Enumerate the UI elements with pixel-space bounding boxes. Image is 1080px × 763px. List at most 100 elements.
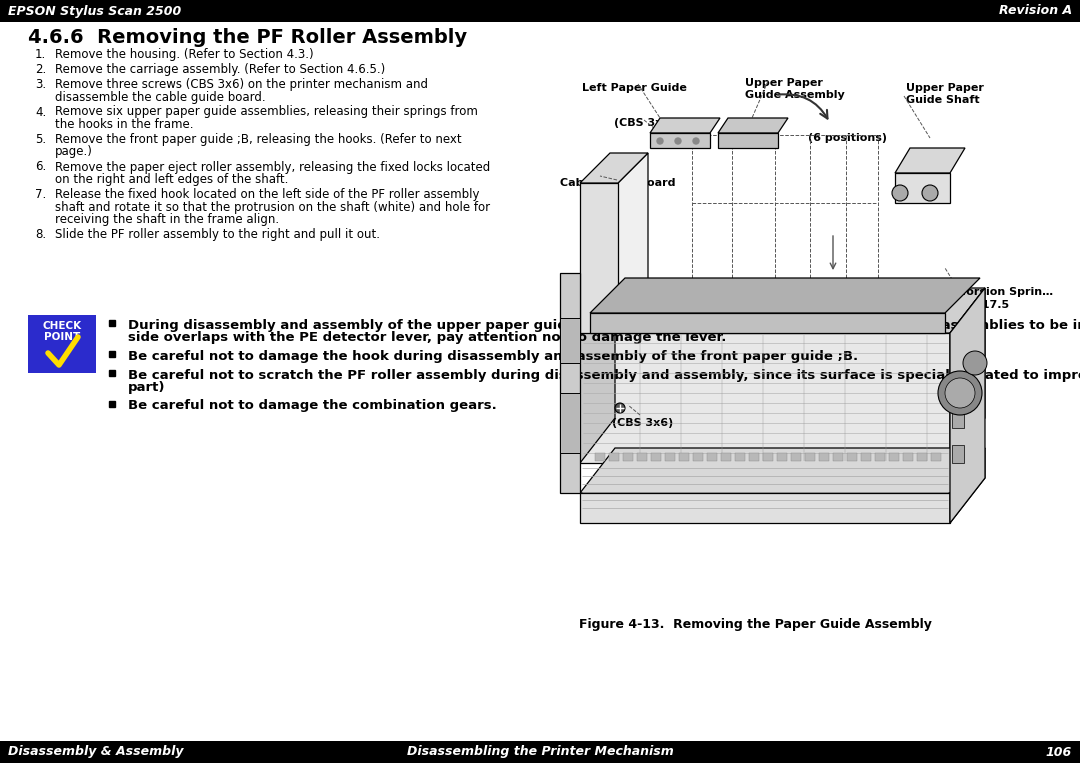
- Text: Remove six upper paper guide assemblies, releasing their springs from: Remove six upper paper guide assemblies,…: [55, 105, 477, 118]
- Bar: [0, 0, 1080, 22]
- Text: Disassembling the Printer Mechanism: Disassembling the Printer Mechanism: [407, 745, 673, 758]
- Polygon shape: [590, 313, 945, 333]
- Bar: [28, 315, 96, 373]
- Bar: [847, 453, 858, 461]
- Polygon shape: [580, 288, 615, 463]
- Polygon shape: [590, 278, 980, 313]
- Bar: [951, 375, 964, 393]
- Bar: [903, 453, 913, 461]
- Text: CHECK: CHECK: [42, 321, 82, 331]
- Text: 2.: 2.: [35, 63, 46, 76]
- Bar: [750, 453, 759, 461]
- Text: Torsion Sprin…: Torsion Sprin…: [960, 287, 1053, 297]
- Bar: [951, 410, 964, 428]
- Polygon shape: [950, 288, 985, 523]
- Text: EPSON Stylus Scan 2500: EPSON Stylus Scan 2500: [8, 5, 181, 18]
- Polygon shape: [580, 493, 950, 523]
- Text: Remove three screws (CBS 3x6) on the printer mechanism and: Remove three screws (CBS 3x6) on the pri…: [55, 78, 428, 91]
- Text: side overlaps with the PE detector lever, pay attention not to damage the lever.: side overlaps with the PE detector lever…: [129, 331, 727, 345]
- Text: Release the fixed hook located on the left side of the PF roller assembly: Release the fixed hook located on the le…: [55, 188, 480, 201]
- Bar: [889, 453, 899, 461]
- Bar: [777, 453, 787, 461]
- Text: Guide Assembly: Guide Assembly: [745, 90, 845, 100]
- Text: Cable Guide Board: Cable Guide Board: [561, 178, 675, 188]
- Polygon shape: [895, 173, 950, 203]
- Text: 8.: 8.: [35, 228, 46, 241]
- Text: Remove the carriage assembly. (Refer to Section 4.6.5.): Remove the carriage assembly. (Refer to …: [55, 63, 386, 76]
- Polygon shape: [950, 288, 985, 463]
- Bar: [762, 453, 773, 461]
- Bar: [595, 453, 605, 461]
- Bar: [805, 453, 815, 461]
- Text: During disassembly and assembly of the upper paper guide assemblies, since one o: During disassembly and assembly of the u…: [129, 319, 1080, 332]
- Polygon shape: [650, 133, 710, 148]
- Polygon shape: [580, 448, 985, 493]
- Bar: [833, 453, 843, 461]
- Circle shape: [963, 351, 987, 375]
- Text: (CBS 3x6): (CBS 3x6): [612, 418, 673, 428]
- Circle shape: [675, 138, 681, 144]
- Text: receiving the shaft in the frame align.: receiving the shaft in the frame align.: [55, 213, 279, 226]
- Text: Figure 4-13.  Removing the Paper Guide Assembly: Figure 4-13. Removing the Paper Guide As…: [579, 618, 931, 631]
- FancyArrowPatch shape: [778, 95, 827, 118]
- Text: 3.: 3.: [35, 78, 46, 91]
- Text: shaft and rotate it so that the protrusion on the shaft (white) and hole for: shaft and rotate it so that the protrusi…: [55, 201, 490, 214]
- Text: POINT: POINT: [44, 332, 80, 342]
- Polygon shape: [561, 273, 580, 493]
- Polygon shape: [895, 148, 966, 173]
- Polygon shape: [718, 133, 778, 148]
- Text: disassemble the cable guide board.: disassemble the cable guide board.: [55, 91, 266, 104]
- Text: Revision A: Revision A: [999, 5, 1072, 18]
- Circle shape: [922, 185, 939, 201]
- Polygon shape: [580, 153, 648, 183]
- Bar: [679, 453, 689, 461]
- Circle shape: [615, 403, 625, 413]
- Bar: [819, 453, 829, 461]
- Text: Remove the housing. (Refer to Section 4.3.): Remove the housing. (Refer to Section 4.…: [55, 48, 313, 61]
- Text: 4.: 4.: [35, 105, 46, 118]
- Text: Be careful not to scratch the PF roller assembly during disassembly and assembly: Be careful not to scratch the PF roller …: [129, 369, 1080, 382]
- Bar: [561, 393, 580, 453]
- Bar: [637, 453, 647, 461]
- Bar: [561, 318, 580, 363]
- Polygon shape: [650, 118, 720, 133]
- Text: Guide Shaft: Guide Shaft: [906, 95, 980, 105]
- Text: the hooks in the frame.: the hooks in the frame.: [55, 118, 193, 131]
- Bar: [651, 453, 661, 461]
- Polygon shape: [618, 153, 648, 333]
- Text: Upper Paper: Upper Paper: [745, 78, 823, 88]
- Bar: [791, 453, 801, 461]
- Bar: [0, 741, 1080, 763]
- Bar: [735, 453, 745, 461]
- Text: Be careful not to damage the hook during disassembly and assembly of the front p: Be careful not to damage the hook during…: [129, 350, 859, 363]
- Text: (6 positions): (6 positions): [808, 133, 887, 143]
- Bar: [951, 445, 964, 463]
- Bar: [861, 453, 870, 461]
- Circle shape: [892, 185, 908, 201]
- Bar: [721, 453, 731, 461]
- Bar: [875, 453, 885, 461]
- Bar: [707, 453, 717, 461]
- Text: 6.: 6.: [35, 160, 46, 173]
- Circle shape: [657, 138, 663, 144]
- Text: page.): page.): [55, 146, 93, 159]
- Polygon shape: [580, 333, 950, 463]
- Text: 117.5: 117.5: [975, 300, 1010, 310]
- Text: Be careful not to damage the combination gears.: Be careful not to damage the combination…: [129, 400, 497, 413]
- Polygon shape: [718, 118, 788, 133]
- Text: 4.6.6  Removing the PF Roller Assembly: 4.6.6 Removing the PF Roller Assembly: [28, 28, 468, 47]
- Text: Remove the front paper guide ;B, releasing the hooks. (Refer to next: Remove the front paper guide ;B, releasi…: [55, 133, 461, 146]
- FancyArrowPatch shape: [831, 236, 836, 269]
- Text: 1.: 1.: [35, 48, 46, 61]
- Bar: [609, 453, 619, 461]
- Polygon shape: [950, 448, 985, 523]
- Text: 5.: 5.: [35, 133, 46, 146]
- Text: 7.: 7.: [35, 188, 46, 201]
- Text: Disassembly & Assembly: Disassembly & Assembly: [8, 745, 184, 758]
- Polygon shape: [580, 183, 618, 333]
- Text: Left Paper Guide: Left Paper Guide: [582, 83, 687, 93]
- Text: on the right and left edges of the shaft.: on the right and left edges of the shaft…: [55, 173, 288, 186]
- Circle shape: [945, 378, 975, 408]
- Bar: [931, 453, 941, 461]
- Text: Remove the paper eject roller assembly, releasing the fixed locks located: Remove the paper eject roller assembly, …: [55, 160, 490, 173]
